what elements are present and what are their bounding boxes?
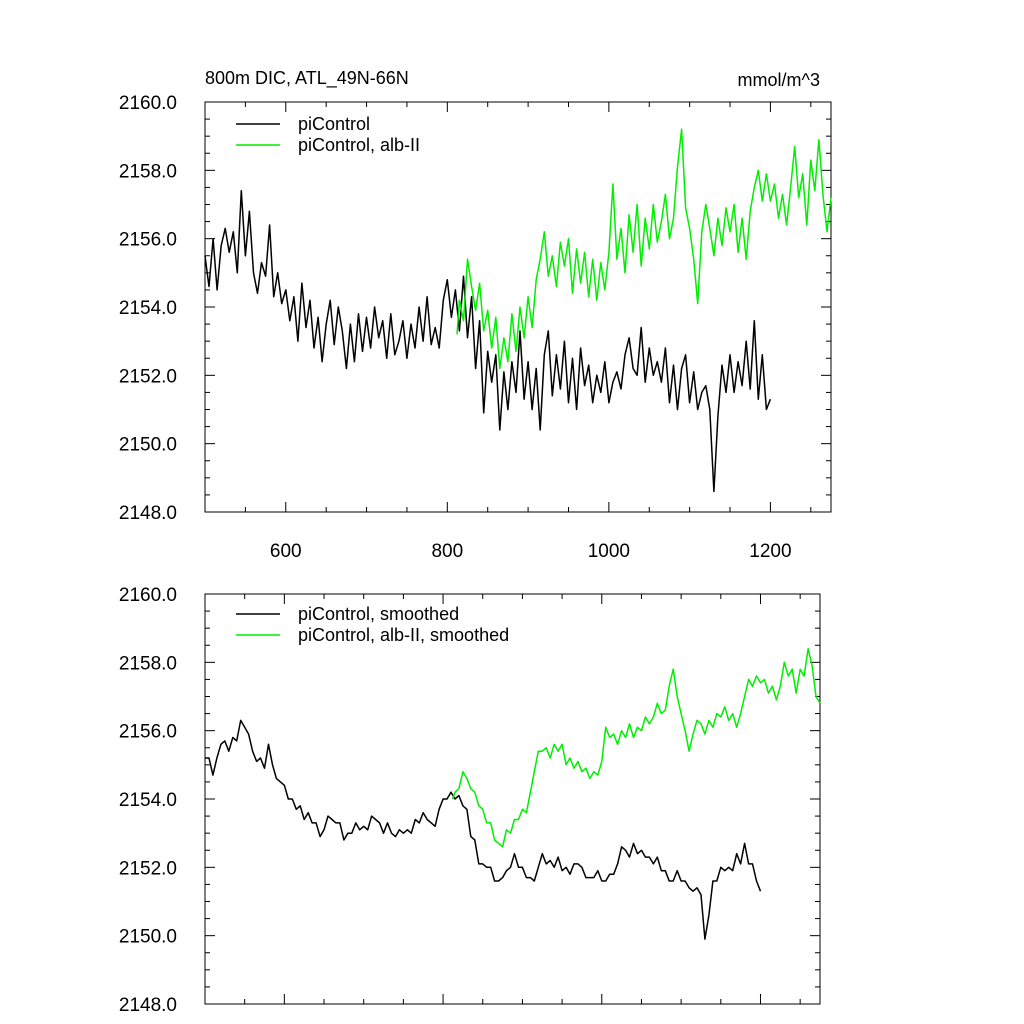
y-tick-label: 2152.0 xyxy=(119,858,177,879)
legend-label: piControl, alb-II, smoothed xyxy=(298,625,509,645)
y-tick-label: 2154.0 xyxy=(119,790,177,811)
x-tick-label: 600 xyxy=(270,541,302,562)
y-tick-label: 2152.0 xyxy=(119,366,177,387)
y-tick-label: 2160.0 xyxy=(119,93,177,114)
y-tick-label: 2158.0 xyxy=(119,161,177,182)
y-tick-label: 2154.0 xyxy=(119,298,177,319)
legend-label: piControl, smoothed xyxy=(298,604,459,624)
y-tick-label: 2156.0 xyxy=(119,722,177,743)
x-tick-label: 800 xyxy=(431,541,463,562)
units-label: mmol/m^3 xyxy=(738,70,820,90)
legend-label: piControl, alb-II xyxy=(298,135,420,155)
legend-label: piControl xyxy=(298,114,370,134)
y-tick-label: 2156.0 xyxy=(119,230,177,251)
series-line xyxy=(204,190,772,493)
plot-frame xyxy=(204,593,821,1005)
series-line xyxy=(451,647,821,848)
y-tick-label: 2148.0 xyxy=(119,503,177,524)
x-tick-label: 1000 xyxy=(588,541,630,562)
y-tick-label: 2160.0 xyxy=(119,585,177,606)
y-tick-label: 2150.0 xyxy=(119,927,177,948)
top-panel: 2148.0 2150.0 2152.0 2154.0 2156.0 2158.0 2160… xyxy=(119,93,832,562)
y-tick-label: 2150.0 xyxy=(119,435,177,456)
series-line xyxy=(205,719,762,940)
y-tick-label: 2158.0 xyxy=(119,653,177,674)
y-tick-label: 2148.0 xyxy=(119,995,177,1016)
bottom-panel: 2148.0 2150.0 2152.0 2154.0 2156.0 2158.0 2160… xyxy=(119,585,821,1016)
plot-frame xyxy=(204,101,832,513)
series-line xyxy=(456,128,832,370)
chart-title: 800m DIC, ATL_49N-66N xyxy=(205,68,409,89)
x-tick-label: 1200 xyxy=(749,541,791,562)
